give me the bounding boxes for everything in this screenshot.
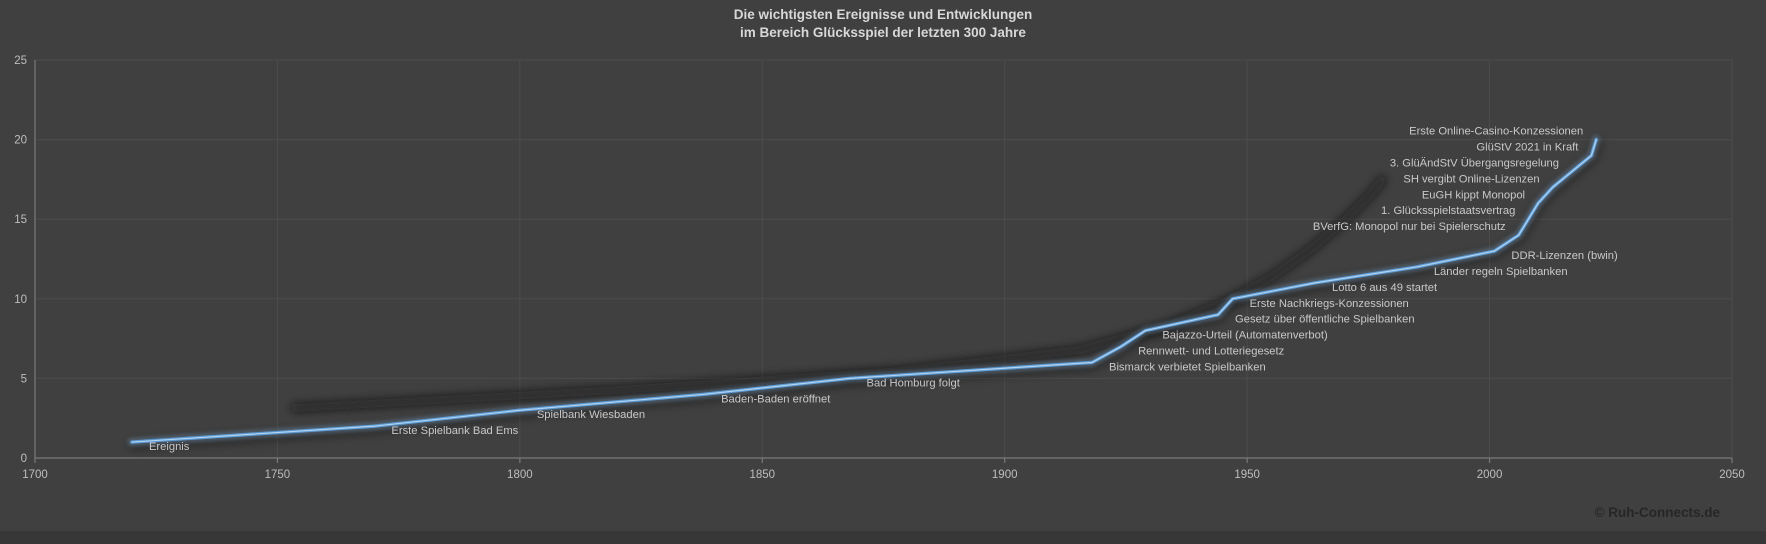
x-tick-label: 1800 bbox=[507, 469, 533, 481]
bottom-edge-strip bbox=[0, 531, 1766, 544]
series-line-core bbox=[131, 139, 1597, 443]
x-tick-label: 1900 bbox=[992, 469, 1018, 481]
data-point-label: Rennwett- und Lotteriegesetz bbox=[1138, 346, 1285, 358]
x-tick-label: 1750 bbox=[265, 469, 291, 481]
y-tick-label: 25 bbox=[14, 55, 27, 67]
data-point-label: BVerfG: Monopol nur bei Spielerschutz bbox=[1313, 221, 1506, 233]
x-tick-label: 2000 bbox=[1477, 469, 1503, 481]
data-point-label: 1. Glücksspielstaatsvertrag bbox=[1381, 205, 1515, 217]
data-point-label: Bad Homburg folgt bbox=[867, 377, 961, 389]
y-tick-label: 0 bbox=[21, 453, 27, 465]
data-label-layer: Ereignis Erste Spielbank Bad Ems Spielbank… bbox=[149, 126, 1618, 453]
data-point-label: Ereignis bbox=[149, 441, 190, 453]
x-tick-label: 1850 bbox=[749, 469, 775, 481]
data-point-label: Bismarck verbietet Spielbanken bbox=[1109, 361, 1266, 373]
chart-title-line1: Die wichtigsten Ereignisse und Entwicklu… bbox=[733, 7, 1033, 22]
data-point-label: 3. GlüÄndStV Übergangsregelung bbox=[1390, 157, 1559, 169]
data-point-label: EuGH kippt Monopol bbox=[1422, 189, 1525, 201]
data-point-label: Bajazzo-Urteil (Automatenverbot) bbox=[1162, 330, 1328, 342]
y-tick-label: 20 bbox=[14, 135, 27, 147]
x-tick-label: 1700 bbox=[22, 469, 48, 481]
x-tick-label: 1950 bbox=[1234, 469, 1260, 481]
data-point-label: GlüStV 2021 in Kraft bbox=[1476, 142, 1579, 154]
copyright-watermark: © Ruh-Connects.de bbox=[1594, 505, 1720, 520]
series-shadow-line bbox=[290, 175, 1387, 413]
data-point-label: Erste Online-Casino-Konzessionen bbox=[1409, 126, 1583, 138]
data-point-label: Länder regeln Spielbanken bbox=[1434, 266, 1568, 278]
data-point-label: SH vergibt Online-Lizenzen bbox=[1403, 173, 1539, 185]
data-point-label: Baden-Baden eröffnet bbox=[721, 393, 831, 405]
series-perspective-shadow bbox=[290, 175, 1387, 413]
x-tick-label: 2050 bbox=[1719, 469, 1745, 481]
data-point-label: Lotto 6 aus 49 startet bbox=[1332, 282, 1438, 294]
y-tick-label: 5 bbox=[21, 373, 27, 385]
data-point-label: Spielbank Wiesbaden bbox=[537, 409, 645, 421]
y-tick-label: 15 bbox=[14, 214, 27, 226]
data-point-label: Gesetz über öffentliche Spielbanken bbox=[1235, 314, 1415, 326]
data-point-label: Erste Spielbank Bad Ems bbox=[391, 425, 518, 437]
series-layer bbox=[127, 135, 1603, 451]
axis-layer: 1700 1750 1800 1850 1900 1950 2000 2050 0 5 10 15 20… bbox=[14, 55, 1745, 481]
data-point-label: DDR-Lizenzen (bwin) bbox=[1511, 250, 1618, 262]
chart-title-line2: im Bereich Glücksspiel der letzten 300 J… bbox=[740, 25, 1026, 40]
data-point-label: Erste Nachkriegs-Konzessionen bbox=[1250, 298, 1409, 310]
y-tick-label: 10 bbox=[14, 294, 27, 306]
chart-title: Die wichtigsten Ereignisse und Entwicklu… bbox=[0, 6, 1766, 42]
